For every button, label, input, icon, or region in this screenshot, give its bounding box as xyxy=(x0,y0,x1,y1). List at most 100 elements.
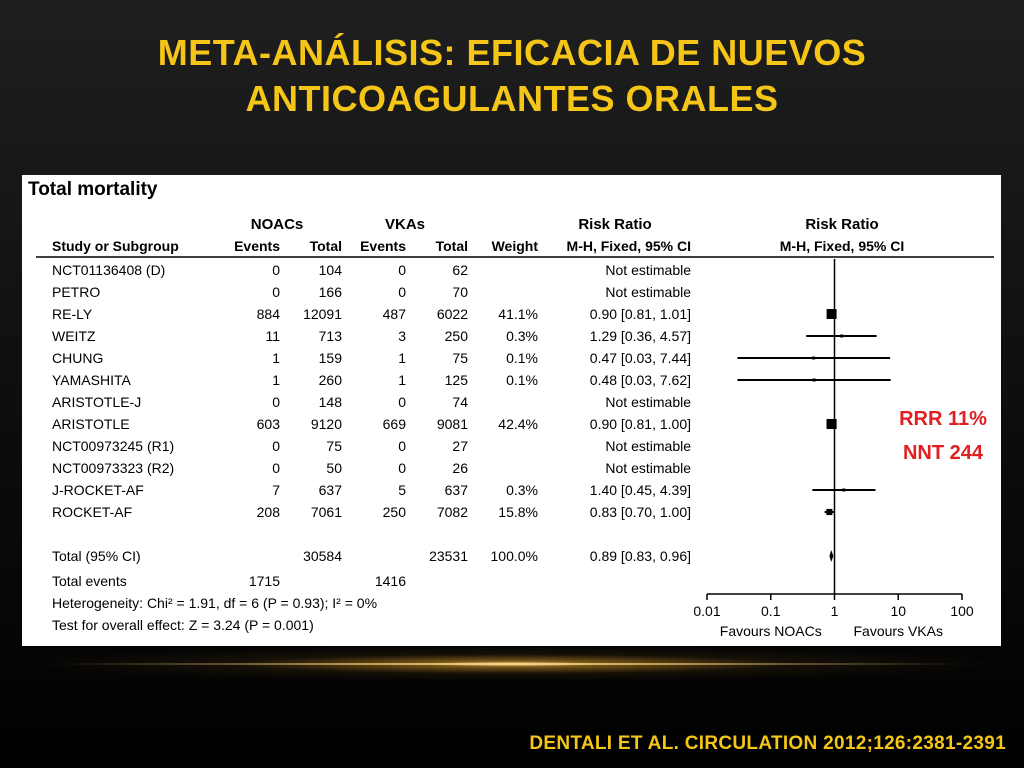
vka-total: 70 xyxy=(452,284,468,300)
noac-events: 603 xyxy=(257,416,281,432)
vka-total: 250 xyxy=(445,328,469,344)
study-name: ROCKET-AF xyxy=(52,504,132,520)
noac-total: 713 xyxy=(319,328,343,344)
study-ci: 0.83 [0.70, 1.00] xyxy=(590,504,691,520)
study-weight: 0.1% xyxy=(506,372,538,388)
overall-effect-text: Test for overall effect: Z = 3.24 (P = 0… xyxy=(52,617,314,633)
vka-events: 669 xyxy=(383,416,407,432)
noac-total: 166 xyxy=(319,284,343,300)
effect-square xyxy=(826,309,837,319)
vka-events: 0 xyxy=(398,284,406,300)
study-ci: 1.29 [0.36, 4.57] xyxy=(590,328,691,344)
vka-events: 487 xyxy=(383,306,407,322)
citation: DENTALI ET AL. CIRCULATION 2012;126:2381… xyxy=(529,733,1006,754)
summary-diamond xyxy=(829,550,834,562)
vka-total: 125 xyxy=(445,372,469,388)
vka-events: 0 xyxy=(398,394,406,410)
noac-events: 208 xyxy=(257,504,281,520)
study-ci: Not estimable xyxy=(605,460,691,476)
noac-total: 148 xyxy=(319,394,343,410)
nnt-callout: NNT 244 xyxy=(903,442,984,464)
vka-total: 6022 xyxy=(437,306,468,322)
noac-events: 1 xyxy=(272,372,280,388)
header-noacs: NOACs xyxy=(251,216,304,233)
effect-square xyxy=(840,334,844,338)
study-ci: 0.90 [0.81, 1.00] xyxy=(590,416,691,432)
effect-square xyxy=(826,508,833,516)
x-tick-label: 0.01 xyxy=(693,603,720,619)
study-ci: 0.90 [0.81, 1.01] xyxy=(590,306,691,322)
noac-total: 7061 xyxy=(311,504,342,520)
divider-line xyxy=(60,663,964,665)
study-weight: 15.8% xyxy=(498,504,538,520)
noac-total: 12091 xyxy=(303,306,342,322)
total-weight: 100.0% xyxy=(491,548,538,564)
study-name: WEITZ xyxy=(52,328,96,344)
study-name: RE-LY xyxy=(52,306,93,322)
vka-events: 0 xyxy=(398,438,406,454)
forest-plot: Total mortality NOACs VKAs Risk Ratio Risk R… xyxy=(28,179,994,639)
study-name: NCT01136408 (D) xyxy=(52,262,165,278)
effect-square xyxy=(842,488,846,492)
study-name: J-ROCKET-AF xyxy=(52,482,144,498)
noac-total: 159 xyxy=(319,350,343,366)
col-header-vka-total: Total xyxy=(436,238,468,254)
col-header-study: Study or Subgroup xyxy=(52,238,179,254)
total-events-label: Total events xyxy=(52,573,127,589)
noac-events: 0 xyxy=(272,460,280,476)
col-header-ci: M-H, Fixed, 95% CI xyxy=(567,238,691,254)
slide-title-line-2: ANTICOAGULANTES ORALES xyxy=(245,78,779,119)
noac-events: 0 xyxy=(272,262,280,278)
x-tick-label: 0.1 xyxy=(761,603,781,619)
noac-events: 0 xyxy=(272,438,280,454)
x-tick-label: 1 xyxy=(831,603,839,619)
total-label: Total (95% CI) xyxy=(52,548,141,564)
col-header-weight: Weight xyxy=(492,238,539,254)
header-risk-ratio: Risk Ratio xyxy=(578,216,651,233)
study-ci: Not estimable xyxy=(605,284,691,300)
heterogeneity-text: Heterogeneity: Chi² = 1.91, df = 6 (P = … xyxy=(52,595,377,611)
slide-title-line-1: META-ANÁLISIS: EFICACIA DE NUEVOS xyxy=(157,32,867,73)
total-vka-total: 23531 xyxy=(429,548,468,564)
vka-total: 637 xyxy=(445,482,469,498)
study-name: YAMASHITA xyxy=(52,372,131,388)
study-weight: 42.4% xyxy=(498,416,538,432)
slide-title: META-ANÁLISIS: EFICACIA DE NUEVOS ANTICO… xyxy=(0,30,1024,122)
vka-events: 1 xyxy=(398,372,406,388)
plot-title: Total mortality xyxy=(28,179,158,200)
study-name: PETRO xyxy=(52,284,100,300)
forest-plot-panel: Total mortality NOACs VKAs Risk Ratio Risk R… xyxy=(22,175,1001,646)
study-weight: 0.3% xyxy=(506,328,538,344)
study-ci: 1.40 [0.45, 4.39] xyxy=(590,482,691,498)
vka-total: 7082 xyxy=(437,504,468,520)
study-weight: 0.1% xyxy=(506,350,538,366)
vka-total: 26 xyxy=(452,460,468,476)
study-weight: 41.1% xyxy=(498,306,538,322)
vka-total: 74 xyxy=(452,394,468,410)
study-name: ARISTOTLE-J xyxy=(52,394,141,410)
vka-events: 5 xyxy=(398,482,406,498)
noac-total: 50 xyxy=(326,460,342,476)
vka-total: 62 xyxy=(452,262,468,278)
noac-events: 11 xyxy=(265,328,280,344)
vka-events: 3 xyxy=(398,328,406,344)
x-tick-label: 10 xyxy=(890,603,906,619)
x-label-favours-noacs: Favours NOACs xyxy=(720,623,822,639)
effect-square xyxy=(826,418,837,430)
col-header-vka-events: Events xyxy=(360,238,406,254)
total-ci: 0.89 [0.83, 0.96] xyxy=(590,548,691,564)
header-plot-risk-ratio: Risk Ratio xyxy=(805,216,878,233)
noac-total: 104 xyxy=(319,262,343,278)
vka-total: 27 xyxy=(452,438,468,454)
noac-total: 260 xyxy=(319,372,343,388)
vka-events: 0 xyxy=(398,262,406,278)
study-name: ARISTOTLE xyxy=(52,416,130,432)
study-ci: 0.48 [0.03, 7.62] xyxy=(590,372,691,388)
noac-total: 9120 xyxy=(311,416,342,432)
study-ci: 0.47 [0.03, 7.44] xyxy=(590,350,691,366)
study-name: CHUNG xyxy=(52,350,103,366)
study-name: NCT00973323 (R2) xyxy=(52,460,174,476)
rrr-callout: RRR 11% xyxy=(899,408,987,430)
vka-events: 250 xyxy=(383,504,407,520)
total-events-noac: 1715 xyxy=(249,573,280,589)
